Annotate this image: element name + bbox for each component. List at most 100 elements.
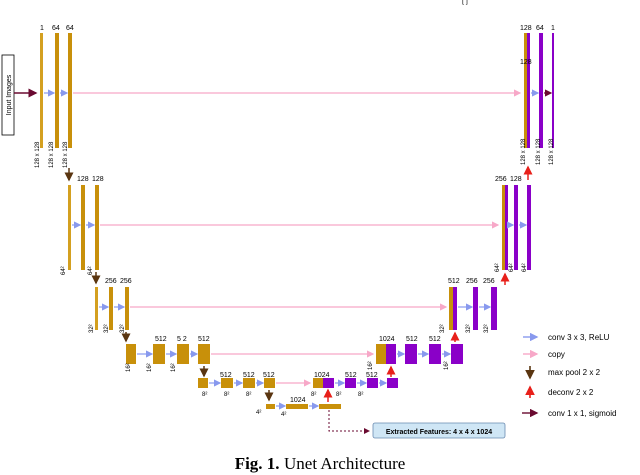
enc2-block-3 [95,185,99,270]
dec5-ch-2: 512 [345,372,357,379]
bottom-ch: 1024 [290,397,306,404]
enc1-size-3: 128 x 128 [63,141,69,168]
dec1-size-1: 128 x 128 [521,138,527,165]
enc1-block-3 [68,33,72,148]
enc1-ch-3: 64 [66,25,74,32]
dec1-ch-3: 1 [551,25,555,32]
dec2-size-3: 64² [522,263,528,272]
enc3-ch-2: 256 [120,278,132,285]
dec2-size-2: 64² [509,263,515,272]
dec5-ch-3: 512 [366,372,378,379]
dec4-block-3 [429,344,441,364]
enc5-size-2: 8² [224,392,229,398]
enc1-ch-1: 1 [40,25,44,32]
enc1-size-2: 128 x 128 [49,141,55,168]
enc3-size-2: 32² [104,324,110,333]
dec4-block-copy [376,344,386,364]
legend-sigmoid-label: conv 1 x 1, sigmoid [548,409,616,418]
dec4-block-1 [386,344,396,364]
dec2-block-copy [502,185,505,270]
dec3-ch-1: 512 [448,278,460,285]
dec3-block-2 [473,287,478,330]
enc4-ch-1: 512 [155,336,167,343]
enc5-block-1 [198,378,208,388]
legend-copy-label: copy [548,350,565,359]
dec4-size-2: 16² [444,361,450,370]
enc4-size-1: 16² [126,363,132,372]
dec1-block-copy [524,33,527,148]
dec1-block-3 [552,33,554,148]
dec4-ch-2: 512 [406,336,418,343]
enc3-size-3: 32² [120,324,126,333]
enc1-size-1: 128 x 128 [35,141,41,168]
dec5-ch-1: 1024 [314,372,330,379]
dec4-size-1: 16² [368,361,374,370]
dec1-ch-1: 128 [520,25,532,32]
legend-deconv-label: deconv 2 x 2 [548,388,594,397]
enc1-ch-2: 64 [52,25,60,32]
dec5-block-copy [313,378,323,388]
caption-label: Fig. 1. [235,454,280,473]
legend-pool-label: max pool 2 x 2 [548,368,601,377]
enc5-size-1: 8² [202,392,207,398]
dec3-block-1 [453,287,457,330]
enc1-block-1 [40,33,43,148]
enc5-ch-2: 512 [243,372,255,379]
enc4-ch-3: 512 [198,336,210,343]
dec1-size-3: 128 x 128 [549,138,555,165]
enc5-block-2 [221,378,233,388]
dec2-ch-2: 128 [510,176,522,183]
enc4-ch-2: 5 2 [177,336,187,343]
dec5-size-2: 8² [336,392,341,398]
figure-caption: Fig. 1. Unet Architecture [235,454,406,473]
extracted-features-box: Extracted Features: 4 x 4 x 1024 [372,422,506,439]
legend: conv 3 x 3, ReLU copy max pool 2 x 2 dec… [522,332,616,418]
dec2-block-2 [514,185,518,270]
dec2-block-1 [505,185,508,270]
dec2-size-1: 64² [495,263,501,272]
dec1-ch-mid: 128 [520,59,532,66]
dec4-ch-3: 512 [429,336,441,343]
dec4-block-4 [451,344,463,364]
dec4-ch-1: 1024 [379,336,395,343]
dec1-ch-2: 64 [536,25,544,32]
dec5-size-1: 8² [311,392,316,398]
enc4-block-1 [126,344,136,364]
enc5-ch-3: 512 [263,372,275,379]
dec5-block-3 [367,378,378,388]
input-images-label: Input Images [1,54,15,136]
bottom-size-2: 4² [281,412,286,418]
dec2-block-3 [527,185,531,270]
extracted-connector [328,410,370,434]
bottom-block-2 [286,404,308,409]
enc3-block-3 [125,287,129,330]
dec5-block-4 [387,378,398,388]
top-cut-text: [ ] [462,0,468,5]
enc1-block-2 [55,33,59,148]
enc2-size-2: 64² [88,266,94,275]
enc3-size-1: 32² [89,324,95,333]
enc4-size-3: 16² [171,363,177,372]
enc5-block-3 [243,378,255,388]
enc4-block-3 [177,344,189,364]
enc5-block-4 [264,378,275,388]
enc4-size-2: 16² [147,363,153,372]
dec3-ch-3: 256 [483,278,495,285]
svg-text:Input Images: Input Images [6,74,13,115]
enc5-size-3: 8² [246,392,251,398]
dec3-block-copy [449,287,453,330]
dec3-size-3: 32² [484,324,490,333]
dec3-ch-2: 256 [466,278,478,285]
enc3-block-2 [109,287,113,330]
dec3-size-1: 32² [440,324,446,333]
dec5-block-2 [345,378,356,388]
enc2-ch-1: 128 [77,176,89,183]
enc2-block-2 [81,185,85,270]
bottom-block-1 [266,404,275,409]
dec3-size-2: 32² [466,324,472,333]
dec1-block-2 [539,33,543,148]
enc5-ch-1: 512 [220,372,232,379]
dec5-size-3: 8² [358,392,363,398]
legend-conv-label: conv 3 x 3, ReLU [548,333,610,342]
